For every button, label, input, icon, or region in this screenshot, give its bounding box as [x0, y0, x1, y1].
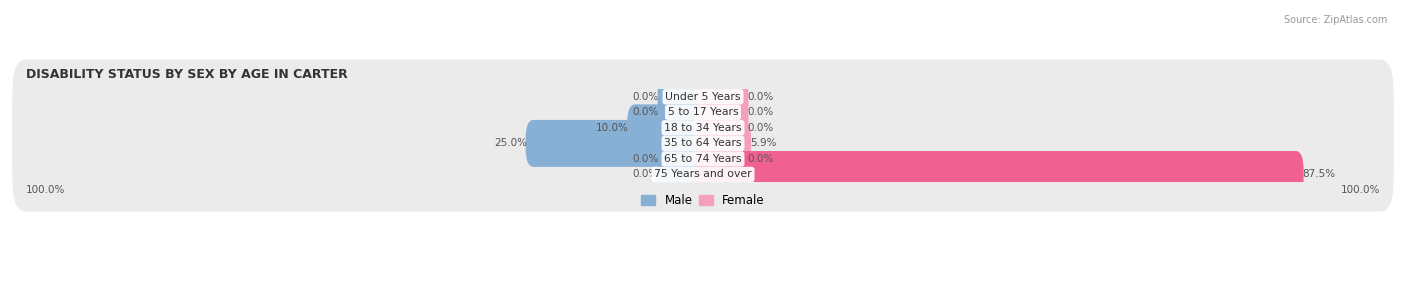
FancyBboxPatch shape [658, 151, 711, 198]
FancyBboxPatch shape [13, 59, 1393, 134]
Text: 10.0%: 10.0% [596, 123, 628, 133]
Text: 25.0%: 25.0% [494, 138, 527, 149]
Text: 0.0%: 0.0% [747, 154, 773, 164]
Text: Under 5 Years: Under 5 Years [665, 92, 741, 102]
Legend: Male, Female: Male, Female [637, 189, 769, 212]
Text: 0.0%: 0.0% [633, 154, 659, 164]
FancyBboxPatch shape [658, 135, 711, 182]
Text: 0.0%: 0.0% [633, 170, 659, 179]
Text: 75 Years and over: 75 Years and over [654, 170, 752, 179]
FancyBboxPatch shape [695, 73, 748, 120]
FancyBboxPatch shape [695, 151, 1303, 198]
FancyBboxPatch shape [526, 120, 711, 167]
FancyBboxPatch shape [658, 73, 711, 120]
Text: 18 to 34 Years: 18 to 34 Years [664, 123, 742, 133]
Text: 5 to 17 Years: 5 to 17 Years [668, 107, 738, 117]
Text: DISABILITY STATUS BY SEX BY AGE IN CARTER: DISABILITY STATUS BY SEX BY AGE IN CARTE… [25, 68, 347, 81]
Text: 35 to 64 Years: 35 to 64 Years [664, 138, 742, 149]
Text: Source: ZipAtlas.com: Source: ZipAtlas.com [1284, 15, 1388, 25]
FancyBboxPatch shape [13, 106, 1393, 181]
Text: 5.9%: 5.9% [749, 138, 776, 149]
Text: 0.0%: 0.0% [633, 107, 659, 117]
Text: 0.0%: 0.0% [747, 92, 773, 102]
Text: 0.0%: 0.0% [633, 92, 659, 102]
FancyBboxPatch shape [13, 75, 1393, 149]
FancyBboxPatch shape [695, 120, 751, 167]
Text: 0.0%: 0.0% [747, 123, 773, 133]
FancyBboxPatch shape [13, 122, 1393, 196]
Text: 100.0%: 100.0% [1341, 185, 1381, 195]
FancyBboxPatch shape [627, 104, 711, 151]
FancyBboxPatch shape [695, 135, 748, 182]
FancyBboxPatch shape [13, 91, 1393, 165]
FancyBboxPatch shape [695, 89, 748, 136]
Text: 65 to 74 Years: 65 to 74 Years [664, 154, 742, 164]
Text: 100.0%: 100.0% [25, 185, 65, 195]
FancyBboxPatch shape [658, 89, 711, 136]
FancyBboxPatch shape [13, 137, 1393, 212]
Text: 0.0%: 0.0% [747, 107, 773, 117]
Text: 87.5%: 87.5% [1302, 170, 1336, 179]
FancyBboxPatch shape [695, 104, 748, 151]
